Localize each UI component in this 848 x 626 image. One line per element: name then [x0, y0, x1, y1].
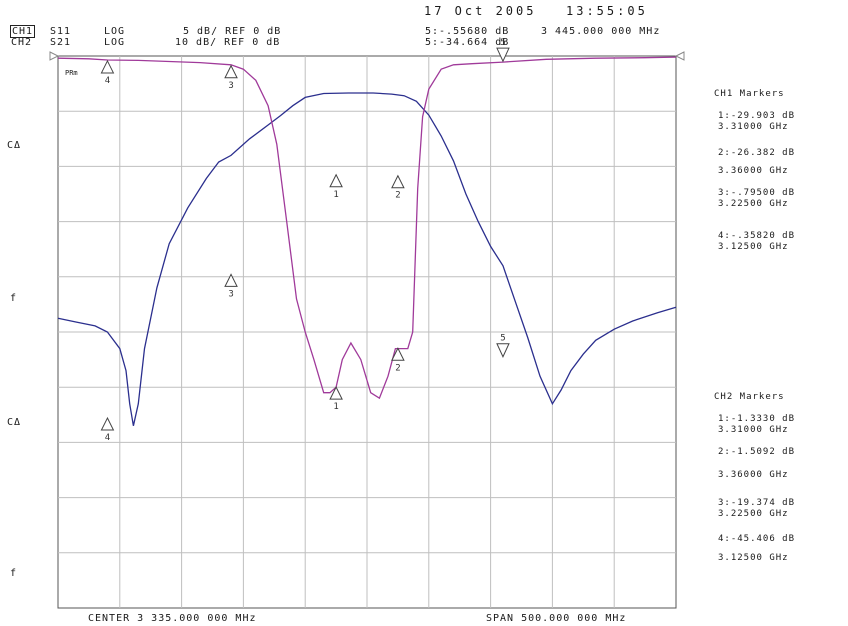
ch2-marker-2-freq: 3.36000 GHz	[718, 470, 789, 480]
ch2-markers-title: CH2 Markers	[714, 392, 785, 402]
s11-marker-1	[329, 386, 343, 400]
s11-trace	[57, 56, 677, 400]
s21-marker-4	[100, 416, 115, 431]
s21-marker-3	[224, 273, 238, 287]
s11-marker-4-label: 4	[105, 76, 110, 86]
s21-trace	[57, 92, 677, 426]
ch2-marker-3-freq: 3.22500 GHz	[718, 509, 789, 519]
s21-marker-1	[329, 173, 343, 188]
s11-marker-1-label: 1	[333, 402, 338, 412]
ch1-marker-2-value: 2:-26.382 dB	[718, 148, 796, 158]
ch1-marker-4-value: 4:-.35820 dB	[718, 231, 796, 241]
ch1-scale: 5 dB/ REF 0 dB	[183, 26, 282, 37]
ch2-f-indicator: f	[10, 568, 18, 579]
s21-marker-1-label: 1	[333, 190, 338, 200]
graticule	[57, 55, 677, 609]
ch1-marker-3-value: 3:-.79500 dB	[718, 188, 796, 198]
ch1-marker-1-freq: 3.31000 GHz	[718, 122, 789, 132]
ch2-marker-3-value: 3:-19.374 dB	[718, 498, 796, 508]
ch1-marker-1-value: 1:-29.903 dB	[718, 111, 796, 121]
ch2-marker-4-value: 4:-45.406 dB	[718, 534, 796, 544]
s21-marker-5	[496, 343, 510, 358]
s11-marker-3-label: 3	[228, 81, 233, 91]
ch1-f-indicator: f	[10, 293, 18, 304]
ch2-marker-1-freq: 3.31000 GHz	[718, 425, 789, 435]
ref-arrow-right	[674, 51, 685, 61]
s21-marker-2	[391, 174, 405, 189]
s21-marker-4-label: 4	[105, 433, 110, 443]
s11-marker-2	[391, 347, 405, 361]
ch2-cal-indicator: CΔ	[7, 417, 22, 428]
pref-indicator: PRm	[65, 69, 78, 77]
s11-marker-5-label: 5	[500, 38, 505, 48]
s11-marker-3	[224, 64, 238, 79]
ch2-param: S21	[50, 37, 72, 48]
ch2-marker-1-value: 1:-1.3330 dB	[718, 414, 796, 424]
s21-marker-2-label: 2	[395, 191, 400, 201]
ch1-marker-3-freq: 3.22500 GHz	[718, 199, 789, 209]
s11-marker-2-label: 2	[395, 363, 400, 373]
s11-marker-4	[100, 59, 115, 74]
ch1-label[interactable]: CH1	[10, 25, 36, 38]
trace-markers: 1 2 3 4 5 1 2 3 4 5	[100, 38, 510, 443]
ch2-format: LOG	[104, 37, 126, 48]
ch1-cal-indicator: CΔ	[7, 140, 22, 151]
active-marker-frequency: 3 445.000 000 MHz	[541, 26, 661, 37]
active-marker-ch2-value: 5:-34.664 dB	[425, 37, 510, 48]
time-readout: 13:55:05	[566, 4, 648, 18]
span-frequency: SPAN 500.000 000 MHz	[486, 613, 627, 624]
ch1-marker-2-freq: 3.36000 GHz	[718, 166, 789, 176]
s11-marker-5	[496, 47, 510, 63]
s21-marker-3-label: 3	[228, 289, 233, 299]
date-readout: 17 Oct 2005	[424, 4, 537, 18]
ch1-markers-title: CH1 Markers	[714, 89, 785, 99]
ch1-format: LOG	[104, 26, 126, 37]
ch1-param: S11	[50, 26, 72, 37]
ref-arrow-left	[49, 51, 60, 61]
ch1-marker-4-freq: 3.12500 GHz	[718, 242, 789, 252]
s21-marker-5-label: 5	[500, 334, 505, 344]
ch2-marker-2-value: 2:-1.5092 dB	[718, 447, 796, 457]
active-marker-ch1-value: 5:-.55680 dB	[425, 26, 510, 37]
ch2-label[interactable]: CH2	[11, 37, 33, 48]
ch2-scale: 10 dB/ REF 0 dB	[175, 37, 281, 48]
reference-arrows	[49, 51, 685, 61]
ch2-marker-4-freq: 3.12500 GHz	[718, 553, 789, 563]
center-frequency: CENTER 3 335.000 000 MHz	[88, 613, 257, 624]
